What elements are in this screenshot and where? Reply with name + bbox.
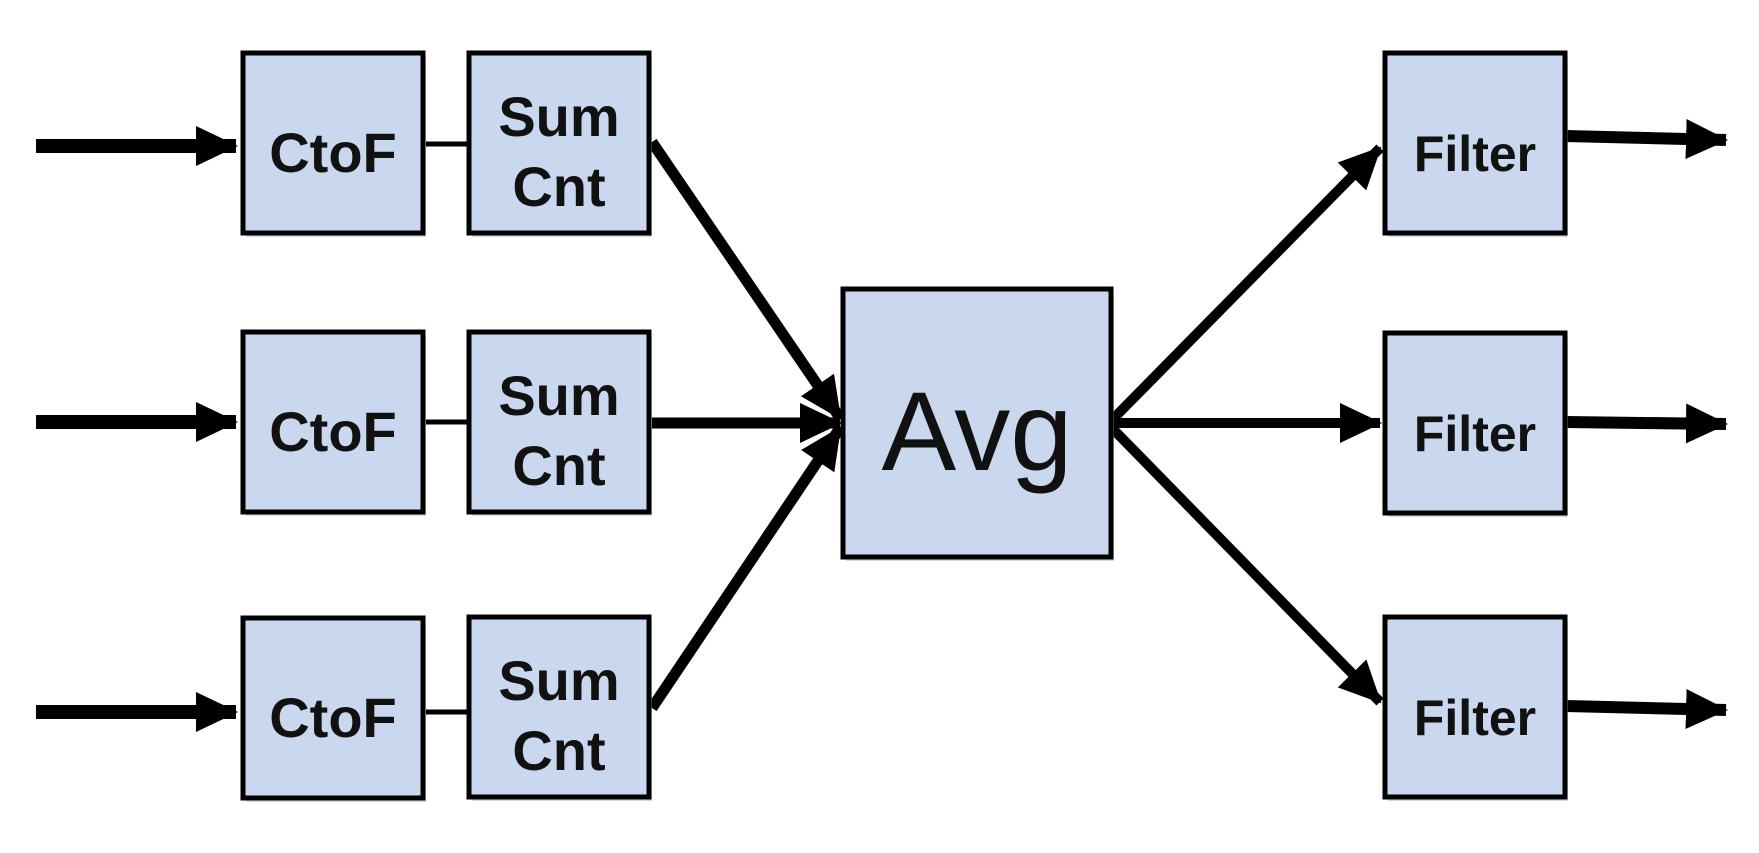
avg-to-filter-arrow-1	[1108, 144, 1384, 424]
sumcnt-block-2: Sum Cnt	[466, 329, 652, 516]
sumcnt-block-1: Sum Cnt	[466, 50, 652, 237]
avg-block: Avg	[840, 286, 1114, 561]
sumcnt-block-3: Sum Cnt	[466, 614, 652, 801]
sum-label-1: Sum	[498, 85, 619, 148]
filter-label-1: Filter	[1414, 126, 1536, 182]
ctof-label-3: CtoF	[269, 686, 397, 749]
avg-label: Avg	[882, 369, 1073, 494]
avg-to-filter-arrow-3	[1108, 424, 1384, 706]
ctof-block-2: CtoF	[240, 329, 426, 516]
ctof-label-1: CtoF	[269, 121, 397, 184]
output-arrow-1	[1565, 119, 1728, 159]
ctof-block-3: CtoF	[240, 615, 426, 802]
filter-block-2: Filter	[1382, 330, 1568, 517]
sum-label-2: Sum	[498, 364, 619, 427]
sum-to-avg-arrow-3	[647, 424, 845, 712]
ctof-block-1: CtoF	[240, 50, 426, 237]
output-arrow-3	[1565, 689, 1728, 729]
cnt-label-2: Cnt	[512, 434, 605, 497]
output-arrow-2	[1565, 403, 1728, 444]
cnt-label-3: Cnt	[512, 719, 605, 782]
sum-label-3: Sum	[498, 649, 619, 712]
filter-label-2: Filter	[1414, 406, 1536, 462]
cnt-label-1: Cnt	[512, 155, 605, 218]
filter-label-3: Filter	[1414, 690, 1536, 746]
sum-to-avg-arrow-1	[647, 138, 845, 422]
ctof-label-2: CtoF	[269, 400, 397, 463]
filter-block-1: Filter	[1382, 50, 1568, 237]
filter-block-3: Filter	[1382, 614, 1568, 801]
